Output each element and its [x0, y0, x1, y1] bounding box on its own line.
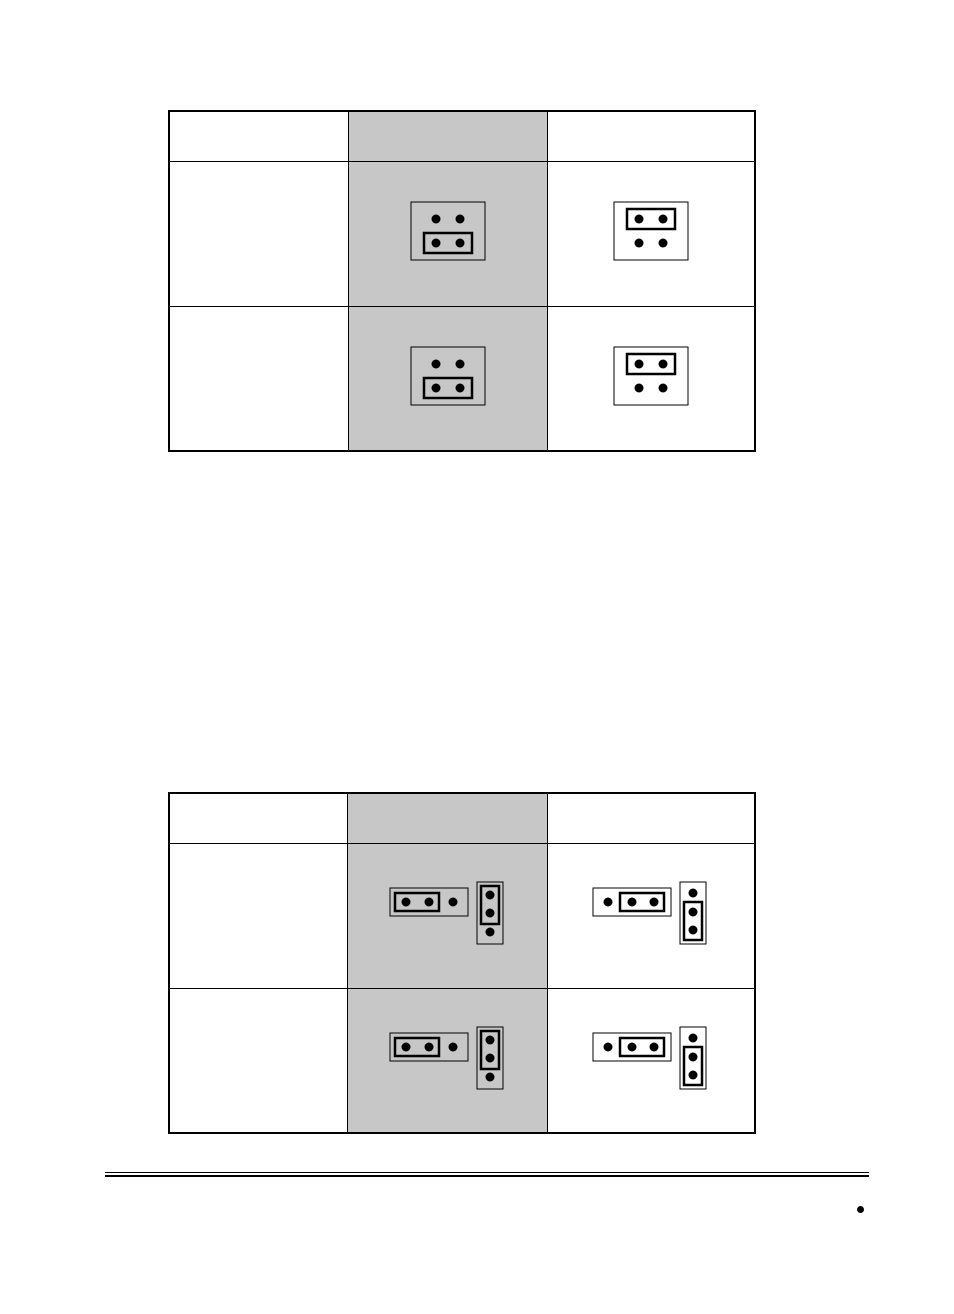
table-a-r0c1	[348, 161, 547, 306]
jumper-2x2-cap-bottom-icon	[410, 201, 486, 261]
table-a-header-cell-2	[548, 111, 755, 161]
jumper-wide-left-vert-top-icon	[389, 880, 507, 946]
jumper-table-a	[168, 110, 756, 452]
jumper-2x2-cap-bottom-icon	[410, 346, 486, 406]
table-b-r1c0	[169, 988, 348, 1133]
table-b-r0c2	[548, 843, 756, 988]
table-b-row-1	[169, 988, 755, 1133]
table-b-header-cell-1	[348, 793, 548, 843]
table-b-row-0	[169, 843, 755, 988]
jumper-2x2-cap-top-icon	[613, 201, 689, 261]
table-b-r1c1	[348, 988, 548, 1133]
table-b-header-cell-0	[169, 793, 348, 843]
table-a-r0c0	[169, 161, 348, 306]
jumper-wide-mid-vert-top-icon	[592, 880, 710, 946]
jumper-table-b	[168, 792, 756, 1134]
table-a-r0c2	[548, 161, 755, 306]
table-b-r1c2	[548, 988, 756, 1133]
table-b-header-cell-2	[548, 793, 756, 843]
table-a-row-0	[169, 161, 755, 306]
jumper-wide-left-vert-top-icon	[389, 1025, 507, 1091]
table-a-row-1	[169, 306, 755, 451]
footer-bullet-icon	[857, 1206, 864, 1213]
footer-rule-thin	[105, 1172, 869, 1173]
table-a-header-cell-0	[169, 111, 348, 161]
jumper-2x2-cap-top-icon	[613, 346, 689, 406]
table-b-r0c0	[169, 843, 348, 988]
table-b-r0c1	[348, 843, 548, 988]
table-a-r1c1	[348, 306, 547, 451]
footer-rule-thick	[105, 1175, 869, 1177]
table-a-header-row	[169, 111, 755, 161]
table-a-r1c2	[548, 306, 755, 451]
table-a-header-cell-1	[348, 111, 547, 161]
jumper-wide-mid-vert-bottom-icon	[592, 1025, 710, 1091]
table-a-r1c0	[169, 306, 348, 451]
table-b-header-row	[169, 793, 755, 843]
